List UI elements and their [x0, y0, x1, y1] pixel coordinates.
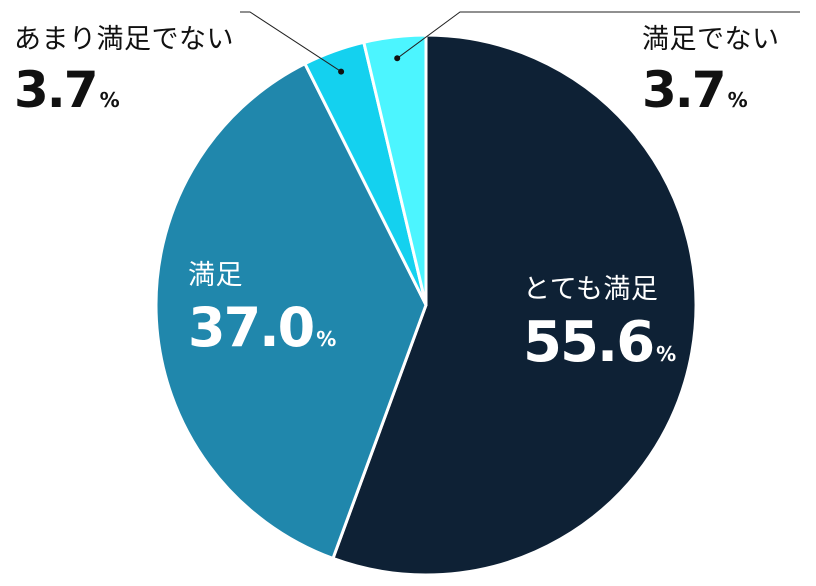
slice-value: 55.6%	[523, 310, 677, 375]
label-not-very-satisfied: あまり満足でない 3.7%	[14, 26, 234, 115]
slice-value: 37.0%	[188, 296, 337, 359]
slice-label: あまり満足でない	[14, 24, 234, 55]
slice-not-satisfied	[362, 33, 428, 307]
slice-value: 3.7%	[642, 61, 748, 119]
slice-very-satisfied	[331, 33, 698, 577]
label-very-satisfied: とても満足 55.6%	[523, 276, 676, 371]
label-not-satisfied: 満足でない 3.7%	[642, 26, 780, 115]
leader-line-not-very-satisfied	[240, 11, 342, 73]
slice-label: とても満足	[523, 274, 659, 305]
leader-line-not-very-satisfied-dot	[338, 68, 345, 75]
leader-line-not-satisfied-dot	[394, 55, 401, 62]
slice-value: 3.7%	[14, 61, 120, 119]
label-satisfied: 満足 37.0%	[188, 262, 336, 355]
slice-label: 満足でない	[642, 24, 780, 55]
leader-line-not-satisfied	[396, 11, 800, 59]
pie-slices	[154, 33, 698, 577]
leader-lines	[240, 11, 800, 75]
slice-label: 満足	[188, 260, 243, 291]
slice-satisfied	[154, 62, 428, 560]
